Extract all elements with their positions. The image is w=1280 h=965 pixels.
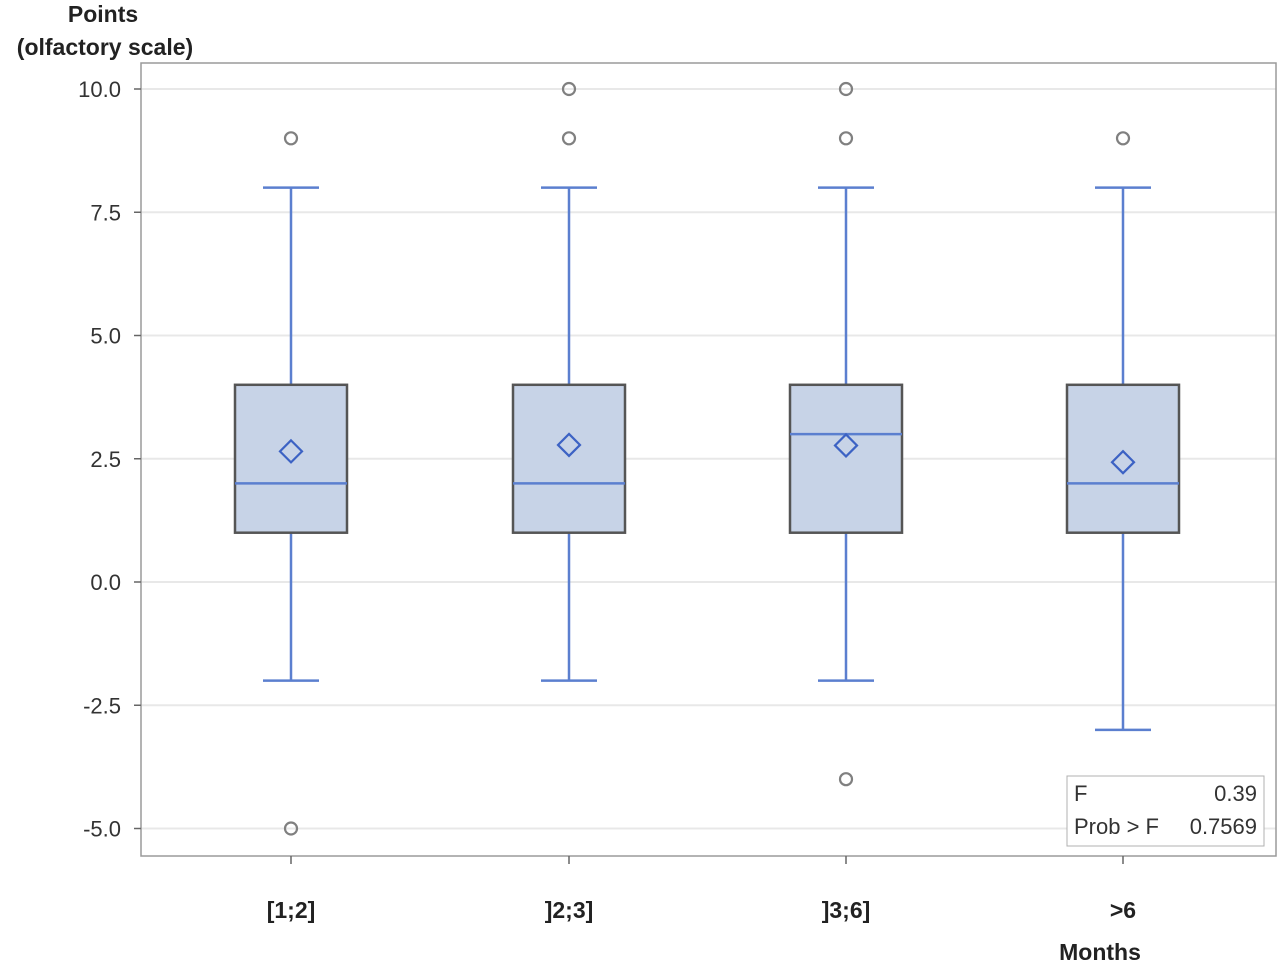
stat-value-prob: 0.7569 xyxy=(1190,814,1257,839)
mean-marker xyxy=(1110,449,1136,475)
y-tick-label: 0.0 xyxy=(90,570,121,595)
x-axis-title: Months xyxy=(1059,939,1141,965)
outlier-point xyxy=(838,131,854,146)
box-group xyxy=(233,131,349,836)
outlier-point xyxy=(283,131,299,146)
outlier-point xyxy=(561,81,577,97)
outlier-point xyxy=(838,81,854,97)
iqr-box xyxy=(788,383,904,534)
y-tick-label: 2.5 xyxy=(90,447,121,472)
stat-label-prob: Prob > F xyxy=(1074,814,1159,839)
stat-value-f: 0.39 xyxy=(1214,781,1257,806)
boxes xyxy=(233,81,1181,836)
x-axis: [1;2] ]2;3] ]3;6] >6 xyxy=(267,856,1136,923)
x-tick-label: [1;2] xyxy=(267,897,316,923)
outlier-point xyxy=(283,821,299,836)
iqr-box xyxy=(1065,383,1181,534)
box-group xyxy=(1065,131,1181,732)
mean-marker xyxy=(278,438,304,464)
y-tick-label: 5.0 xyxy=(90,324,121,349)
iqr-box xyxy=(511,383,627,534)
x-tick-label: ]2;3] xyxy=(545,897,594,923)
outlier-point xyxy=(1115,131,1131,146)
box-group xyxy=(511,81,627,682)
mean-marker xyxy=(556,432,582,458)
outlier-point xyxy=(838,772,854,787)
mean-marker xyxy=(833,432,859,458)
box-group xyxy=(788,81,904,787)
x-tick-label: ]3;6] xyxy=(822,897,871,923)
stat-label-f: F xyxy=(1074,781,1087,806)
y-axis-title-line-1: Points xyxy=(68,1,138,27)
x-tick-label: >6 xyxy=(1110,897,1136,923)
iqr-box xyxy=(233,383,349,534)
y-tick-label: -2.5 xyxy=(83,693,121,718)
y-axis: 10.0 7.5 5.0 2.5 0.0 -2.5 -5.0 xyxy=(78,77,141,842)
y-axis-title-line-2: (olfactory scale) xyxy=(17,34,193,60)
y-tick-label: 7.5 xyxy=(90,200,121,225)
y-tick-label: -5.0 xyxy=(83,817,121,842)
y-tick-label: 10.0 xyxy=(78,77,121,102)
outlier-point xyxy=(561,131,577,146)
stats-inset: F 0.39 Prob > F 0.7569 xyxy=(1066,775,1265,847)
